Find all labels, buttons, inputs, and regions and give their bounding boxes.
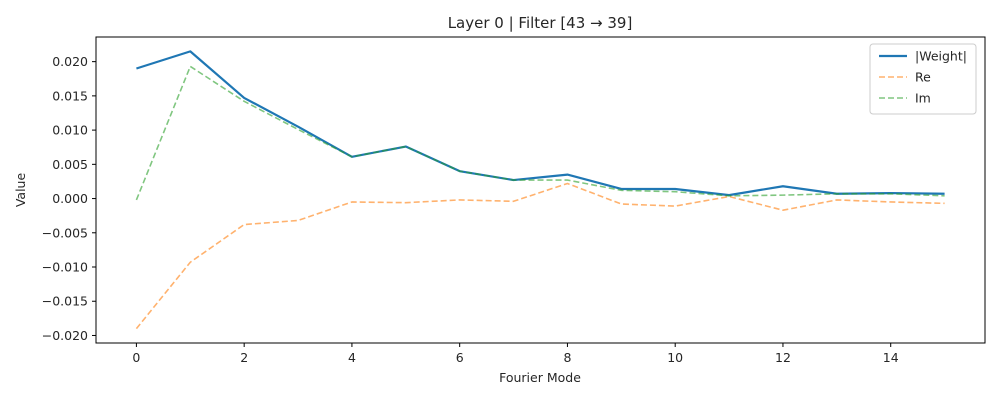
y-tick-label: 0.010: [52, 123, 88, 138]
x-tick-label: 0: [132, 350, 140, 365]
y-tick-label: −0.010: [42, 260, 88, 275]
y-tick-label: −0.020: [42, 328, 88, 343]
y-tick-label: 0.005: [52, 157, 88, 172]
y-tick-label: −0.005: [42, 225, 88, 240]
y-tick-label: 0.015: [52, 88, 88, 103]
plot-frame: [95, 36, 986, 344]
x-tick-label: 2: [240, 350, 248, 365]
x-tick-label: 8: [563, 350, 571, 365]
x-axis-label: Fourier Mode: [499, 370, 581, 385]
x-tick-label: 4: [348, 350, 356, 365]
y-tick-label: −0.015: [42, 294, 88, 309]
legend-box: [869, 43, 977, 115]
series-line-0: [136, 50, 945, 197]
x-tick-label: 14: [883, 350, 899, 365]
chart-title: Layer 0 | Filter [43 → 39]: [448, 14, 633, 32]
plot-area: [135, 50, 945, 330]
legend-label: Im: [915, 91, 931, 106]
x-tick-label: 12: [775, 350, 791, 365]
legend-label: Re: [915, 70, 931, 85]
series-line-2: [135, 65, 945, 201]
y-axis-label: Value: [13, 173, 28, 208]
series-line-1: [135, 182, 945, 330]
axes: 0 2 4 6 8 10 12 14 −0.020 −0.015 −0.010 −0.005 0.000…: [42, 36, 986, 365]
y-tick-label: 0.020: [52, 54, 88, 69]
x-tick-label: 6: [456, 350, 464, 365]
legend: |Weight| Re Im: [869, 43, 977, 115]
legend-label: |Weight|: [915, 49, 967, 64]
x-tick-label: 10: [667, 350, 683, 365]
y-tick-label: 0.000: [52, 191, 88, 206]
